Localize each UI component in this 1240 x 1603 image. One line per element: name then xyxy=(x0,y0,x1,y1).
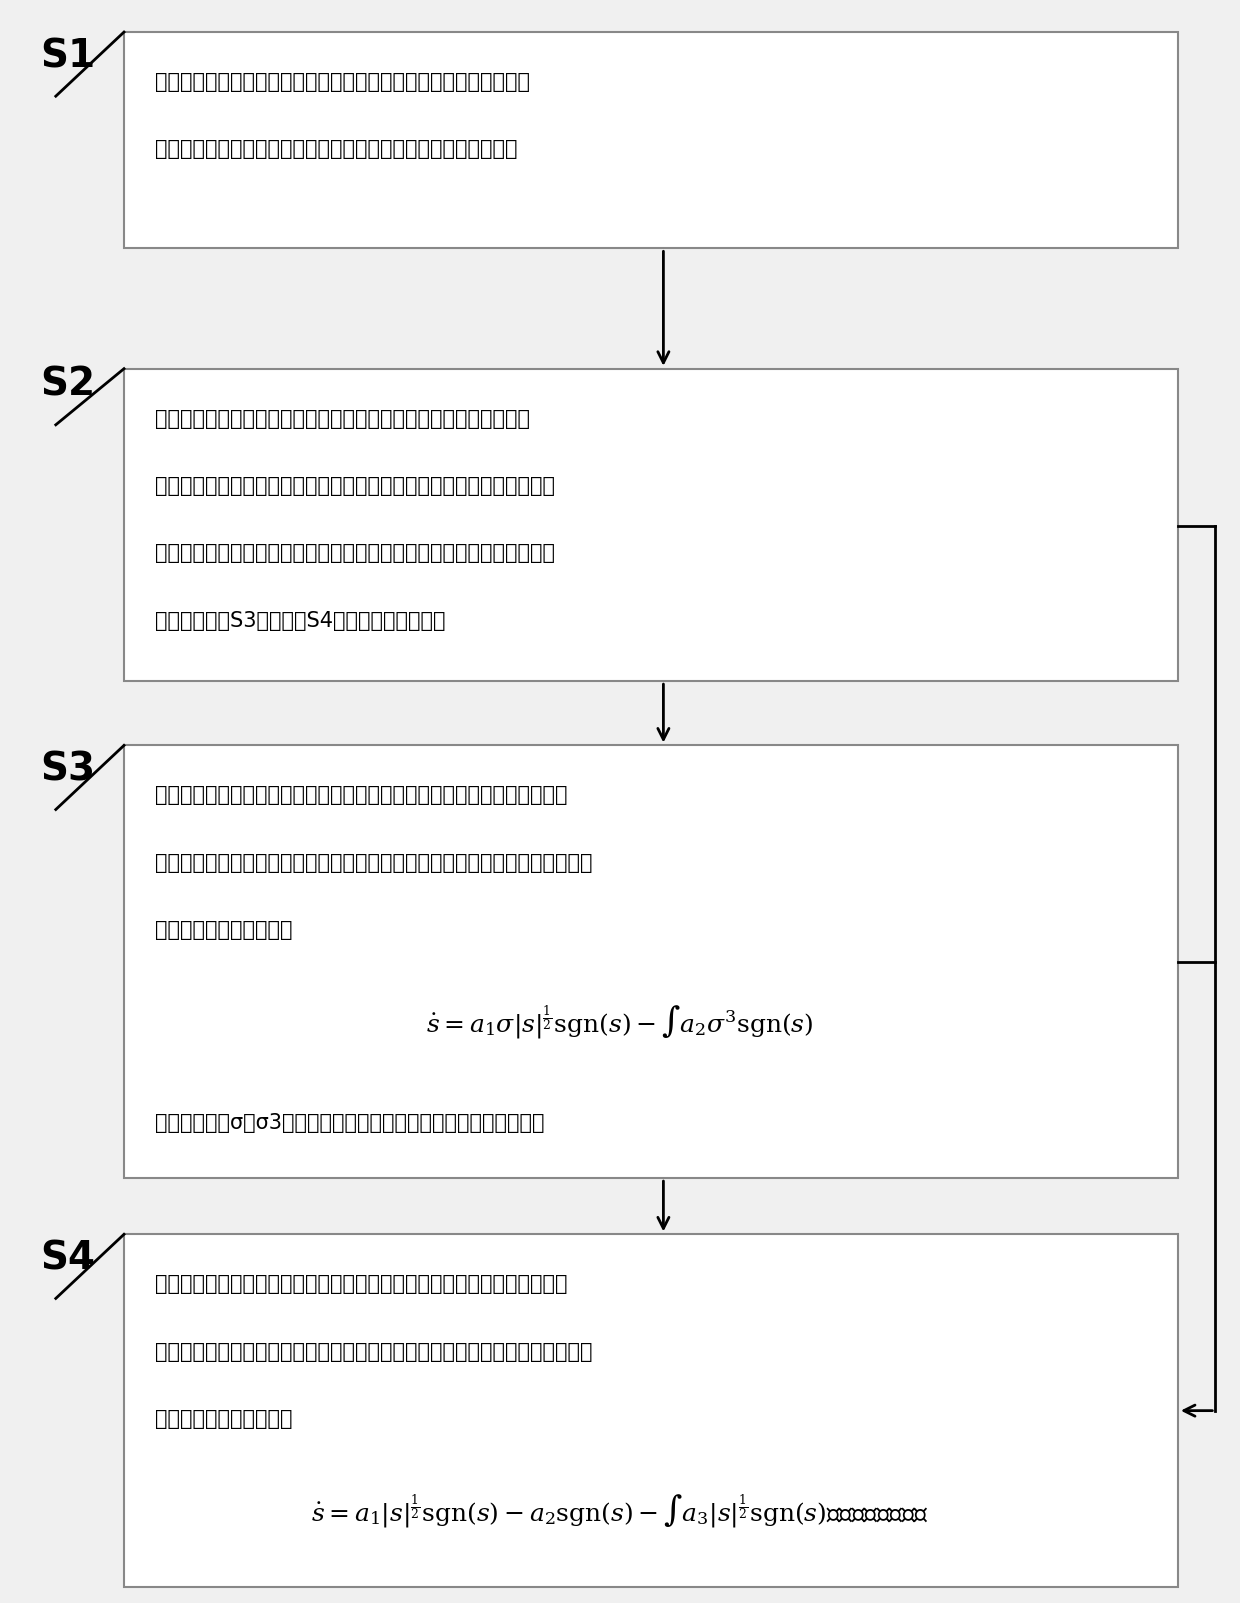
Text: S3: S3 xyxy=(41,750,95,789)
Text: 滑模面的一阶导数等于：: 滑模面的一阶导数等于： xyxy=(155,1409,293,1428)
FancyBboxPatch shape xyxy=(124,32,1178,248)
Text: $\dot{s} = a_1\sigma|s|^{\frac{1}{2}}\mathrm{sgn}(s) - \int a_2\sigma^3\mathrm{s: $\dot{s} = a_1\sigma|s|^{\frac{1}{2}}\ma… xyxy=(427,1003,813,1040)
Text: 建立负荷频率控制模型，所述模型包括非再热汽轮机和再热式汽轮机: 建立负荷频率控制模型，所述模型包括非再热汽轮机和再热式汽轮机 xyxy=(155,72,529,91)
Text: S4: S4 xyxy=(41,1239,95,1278)
FancyBboxPatch shape xyxy=(124,745,1178,1178)
Text: 其中为增益，σ和σ3为第一项和第二项新加的增益，以此得到控制量: 其中为增益，σ和σ3为第一项和第二项新加的增益，以此得到控制量 xyxy=(155,1114,544,1133)
Text: S1: S1 xyxy=(41,37,95,75)
Text: 量，执行步骤S3或者步骤S4，以此得到控制量；: 量，执行步骤S3或者步骤S4，以此得到控制量； xyxy=(155,611,445,630)
Text: 根据滑模公式设计滑模面，滑模面都含有一阶、二阶和三阶频率差，把频率: 根据滑模公式设计滑模面，滑模面都含有一阶、二阶和三阶频率差，把频率 xyxy=(155,1274,568,1294)
FancyBboxPatch shape xyxy=(124,1234,1178,1587)
Text: 差带入滑模面，即得到包括频率差或者频率差导数的滑模面；对滑模面求导，令: 差带入滑模面，即得到包括频率差或者频率差导数的滑模面；对滑模面求导，令 xyxy=(155,853,593,872)
Text: 根据系统图，设置，然后根据模型中的系统传递函数以此类推，得到: 根据系统图，设置，然后根据模型中的系统传递函数以此类推，得到 xyxy=(155,409,529,428)
Text: 滑模面的一阶导数等于：: 滑模面的一阶导数等于： xyxy=(155,920,293,939)
Text: $\dot{s} = a_1|s|^{\frac{1}{2}}\mathrm{sgn}(s) - a_2\mathrm{sgn}(s) - \int a_3|s: $\dot{s} = a_1|s|^{\frac{1}{2}}\mathrm{s… xyxy=(311,1492,929,1529)
Text: 差带入滑模面，即得到包括频率差或者频率差导数的滑模面；对滑模面求导，令: 差带入滑模面，即得到包括频率差或者频率差导数的滑模面；对滑模面求导，令 xyxy=(155,1342,593,1361)
Text: ，所述模型还包括两种非线性，调速器死区和发电机变化率约束；: ，所述模型还包括两种非线性，调速器死区和发电机变化率约束； xyxy=(155,139,517,159)
Text: 阶频率差即为包括再热式汽轮机的频率差；三阶和四阶频率差都含有控制: 阶频率差即为包括再热式汽轮机的频率差；三阶和四阶频率差都含有控制 xyxy=(155,543,556,563)
Text: S2: S2 xyxy=(41,365,95,404)
Text: 根据滑模公式设计滑模面，滑模面都含有一阶、二阶和三阶频率差，把频率: 根据滑模公式设计滑模面，滑模面都含有一阶、二阶和三阶频率差，把频率 xyxy=(155,785,568,805)
FancyBboxPatch shape xyxy=(124,369,1178,681)
Text: 三阶或四阶频率差；三阶频率差即为包括非再热汽轮机区域的频率差，四: 三阶或四阶频率差；三阶频率差即为包括非再热汽轮机区域的频率差，四 xyxy=(155,476,556,495)
